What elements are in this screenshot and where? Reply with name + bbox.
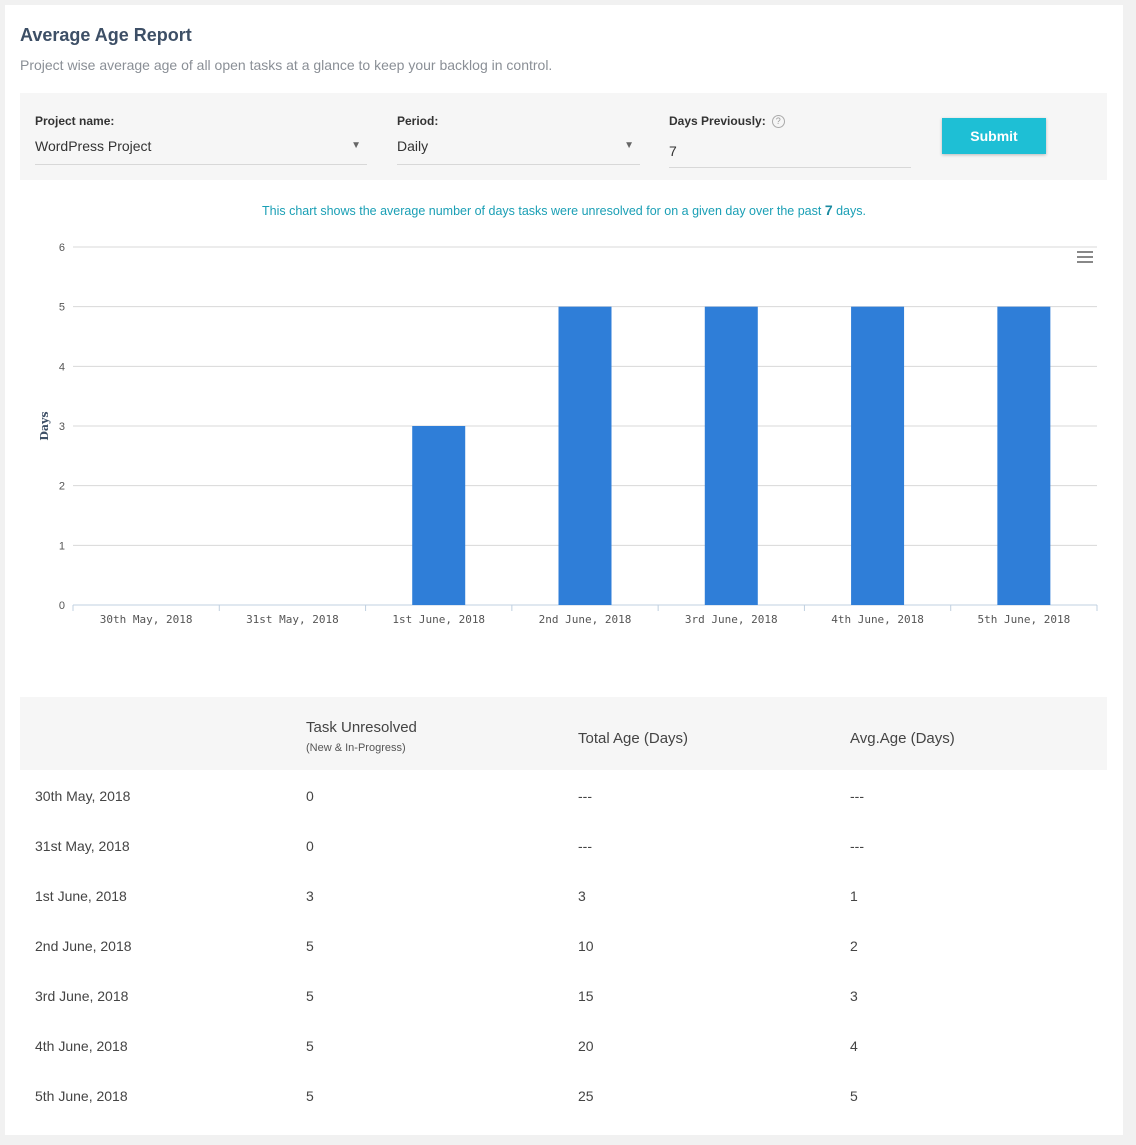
period-select[interactable]: Daily ▼ [397,138,640,165]
table-row: 3rd June, 2018 5 15 3 [20,970,1107,1020]
chevron-down-icon: ▼ [351,140,361,151]
table-row: 2nd June, 2018 5 10 2 [20,920,1107,970]
cell-task-unresolved: 0 [306,838,314,854]
table-header: Task Unresolved (New & In-Progress) Tota… [20,697,1107,770]
bar [558,306,612,605]
cell-avg-age: 1 [850,888,858,904]
days-previously-input[interactable]: 7 [669,143,911,168]
x-tick-label: 31st May, 2018 [246,613,339,626]
cell-date: 31st May, 2018 [35,838,130,854]
page-title: Average Age Report [20,25,192,45]
cell-total-age: 15 [578,988,594,1004]
cell-task-unresolved: 0 [306,788,314,804]
cell-avg-age: 3 [850,988,858,1004]
chart-description-prefix: This chart shows the average number of d… [262,204,822,218]
bar [997,306,1051,605]
chart-description: This chart shows the average number of d… [5,202,1123,218]
cell-total-age: --- [578,838,592,854]
cell-task-unresolved: 5 [306,1088,314,1104]
cell-total-age: 25 [578,1088,594,1104]
chart-description-suffix: days. [836,204,866,218]
chart-description-days: 7 [824,202,833,218]
header-task-unresolved-sub: (New & In-Progress) [306,742,406,754]
report-card: Average Age Report Project wise average … [5,5,1123,1135]
y-tick-label: 0 [59,600,65,612]
cell-date: 2nd June, 2018 [35,938,132,954]
cell-date: 3rd June, 2018 [35,988,129,1004]
cell-avg-age: 5 [850,1088,858,1104]
y-tick-label: 3 [59,421,65,433]
cell-task-unresolved: 5 [306,1038,314,1054]
chevron-down-icon: ▼ [624,140,634,151]
cell-avg-age: --- [850,788,864,804]
cell-task-unresolved: 3 [306,888,314,904]
bar [851,306,905,605]
x-tick-label: 2nd June, 2018 [539,613,632,626]
x-tick-label: 3rd June, 2018 [685,613,778,626]
period-label: Period: [397,114,439,128]
table-row: 1st June, 2018 3 3 1 [20,870,1107,920]
submit-button[interactable]: Submit [942,118,1046,154]
x-tick-label: 5th June, 2018 [977,613,1070,626]
project-select[interactable]: WordPress Project ▼ [35,138,367,165]
cell-task-unresolved: 5 [306,988,314,1004]
cell-avg-age: 2 [850,938,858,954]
cell-date: 30th May, 2018 [35,788,131,804]
page-subtitle: Project wise average age of all open tas… [20,57,553,73]
table-row: 31st May, 2018 0 --- --- [20,820,1107,870]
cell-total-age: 20 [578,1038,594,1054]
chart-menu-icon[interactable] [1077,251,1093,266]
header-total-age: Total Age (Days) [578,730,689,747]
cell-total-age: 3 [578,888,586,904]
table-row: 4th June, 2018 5 20 4 [20,1020,1107,1070]
cell-date: 4th June, 2018 [35,1038,128,1054]
header-task-unresolved: Task Unresolved (New & In-Progress) [306,719,417,754]
x-tick-label: 30th May, 2018 [100,613,193,626]
age-table: Task Unresolved (New & In-Progress) Tota… [20,697,1107,1120]
y-tick-label: 4 [59,361,65,373]
project-name-label: Project name: [35,114,115,128]
cell-task-unresolved: 5 [306,938,314,954]
cell-date: 1st June, 2018 [35,888,127,904]
days-previously-label-text: Days Previously: [669,114,766,128]
table-row: 30th May, 2018 0 --- --- [20,770,1107,820]
days-previously-value: 7 [669,143,677,159]
cell-avg-age: --- [850,838,864,854]
table-body: 30th May, 2018 0 --- --- 31st May, 2018 0 --- -… [20,770,1107,1120]
cell-avg-age: 4 [850,1038,858,1054]
period-select-value: Daily [397,138,429,154]
bar-chart: 0 1 2 3 4 5 6 Days 30th May, 2018 31st May, 2018 1… [38,242,1098,626]
project-select-value: WordPress Project [35,138,152,154]
x-tick-label: 4th June, 2018 [831,613,924,626]
y-tick-label: 1 [59,540,65,552]
bar [704,306,758,605]
filter-panel: Project name: WordPress Project ▼ Period… [20,93,1107,180]
y-tick-label: 6 [59,242,65,254]
x-tick-label: 1st June, 2018 [392,613,485,626]
y-axis-label: Days [38,411,51,440]
header-avg-age: Avg.Age (Days) [850,730,955,747]
days-previously-label: Days Previously:? [669,114,785,129]
table-row: 5th June, 2018 5 25 5 [20,1070,1107,1120]
bar [412,426,466,605]
y-tick-label: 2 [59,481,65,493]
y-tick-label: 5 [59,302,65,314]
header-task-unresolved-label: Task Unresolved [306,719,417,736]
help-icon[interactable]: ? [771,115,785,129]
cell-total-age: 10 [578,938,594,954]
cell-date: 5th June, 2018 [35,1088,128,1104]
cell-total-age: --- [578,788,592,804]
